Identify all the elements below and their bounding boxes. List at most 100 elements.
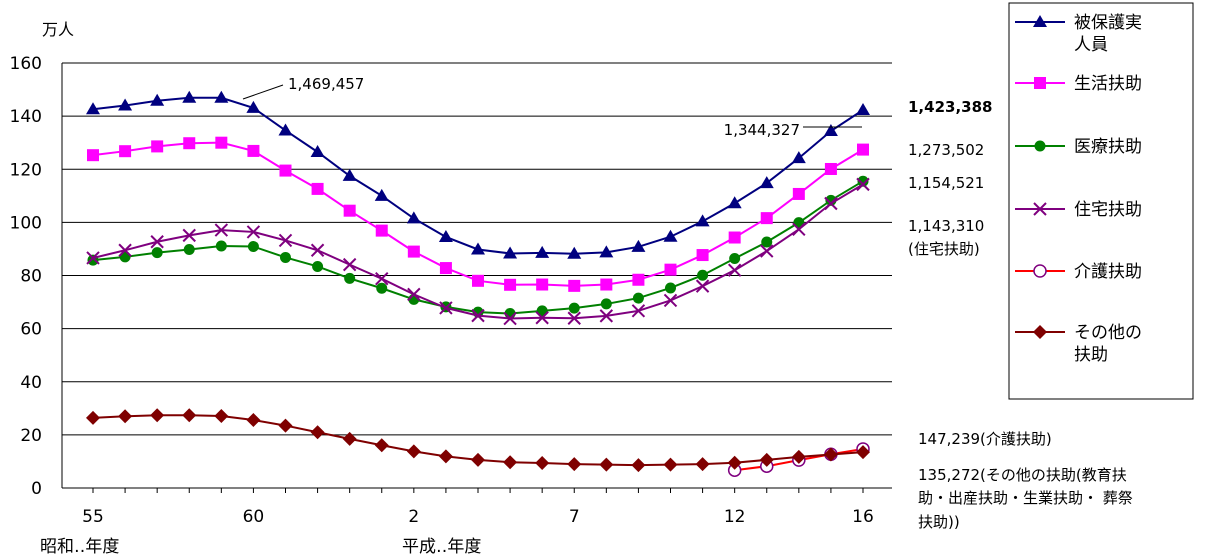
y-tick-label: 120: [10, 160, 42, 180]
data-point: [535, 456, 550, 471]
leader-line: [242, 84, 284, 100]
data-point: [761, 236, 773, 248]
data-point: [536, 278, 549, 291]
data-point: [439, 262, 452, 275]
data-point: [375, 271, 389, 286]
data-point: [632, 273, 645, 286]
legend-item: 介護扶助: [1015, 262, 1142, 282]
data-point: [407, 245, 420, 258]
y-tick-label: 0: [31, 479, 42, 499]
data-point: [471, 242, 485, 255]
data-point: [343, 204, 356, 217]
data-point: [695, 214, 710, 227]
data-point: [183, 137, 196, 150]
x-tick-label: 60: [243, 507, 265, 527]
series-3: [86, 177, 870, 326]
y-tick-label: 60: [20, 320, 42, 340]
legend-label: 生活扶助: [1074, 74, 1142, 94]
legend-label: 人員: [1074, 35, 1108, 55]
data-point: [407, 287, 421, 302]
grid: [62, 62, 892, 436]
data-point: [503, 455, 518, 470]
data-point: [567, 311, 581, 325]
data-point: [857, 143, 869, 156]
legend-label: 介護扶助: [1074, 262, 1142, 282]
data-point: [696, 249, 709, 262]
annotation-label: 1,154,521: [908, 174, 984, 192]
data-point: [599, 457, 614, 472]
legend-label: 医療扶助: [1074, 137, 1142, 157]
y-tick-labels: 0 20 40 60 80 100 120 140 160: [10, 54, 42, 499]
annotation-label: 1,143,310: [908, 217, 984, 235]
data-point: [665, 282, 676, 294]
x-tick-label: 2: [408, 507, 419, 527]
data-point: [504, 278, 517, 291]
y-tick-label: 20: [20, 426, 42, 446]
data-point: [727, 263, 742, 277]
data-point: [695, 457, 710, 472]
data-point: [151, 247, 163, 259]
x-tick-labels: 55 60 2 7 12 16: [82, 507, 874, 527]
data-point: [438, 229, 453, 242]
data-point: [599, 245, 614, 258]
data-point: [311, 182, 324, 195]
data-point: [119, 145, 132, 158]
data-point: [791, 449, 806, 464]
data-point: [86, 410, 100, 425]
data-point: [472, 274, 484, 287]
series-1: [87, 136, 869, 292]
y-tick-label: 140: [10, 107, 42, 127]
data-point: [151, 140, 164, 153]
data-point: [246, 413, 261, 427]
data-point: [792, 222, 806, 236]
x-tick-label: 16: [852, 507, 874, 527]
data-point: [376, 282, 388, 294]
data-point: [663, 229, 678, 242]
data-point: [344, 272, 356, 284]
data-point: [247, 241, 259, 253]
data-point: [86, 251, 100, 265]
data-point: [856, 103, 870, 116]
data-point: [438, 449, 453, 464]
data-point: [214, 409, 229, 424]
x-tick-label: 12: [724, 507, 746, 527]
data-point: [697, 269, 709, 281]
legend-label: 住宅扶助: [1074, 200, 1142, 220]
annotation-label: 135,272(その他の扶助(教育扶: [918, 466, 1127, 484]
data-point: [567, 457, 582, 472]
data-point: [631, 458, 646, 473]
data-point: [503, 311, 517, 326]
data-point: [342, 257, 357, 272]
data-point: [1033, 264, 1047, 278]
legend-label: その他の: [1074, 323, 1142, 343]
data-point: [214, 90, 229, 103]
data-point: [150, 235, 164, 249]
data-point: [631, 239, 646, 252]
data-point: [568, 279, 581, 292]
data-point: [118, 409, 133, 424]
data-point: [246, 100, 261, 113]
data-point: [182, 408, 197, 423]
data-point: [695, 279, 710, 293]
series-0: [86, 90, 870, 259]
data-point: [1034, 77, 1046, 89]
annotation-label: 1,423,388: [908, 98, 992, 116]
data-point: [728, 231, 741, 244]
legend-label: 扶助: [1074, 345, 1108, 365]
y-tick-label: 160: [10, 54, 42, 74]
data-point: [663, 293, 678, 308]
data-point: [278, 418, 293, 433]
data-point: [503, 246, 518, 259]
data-point: [150, 408, 165, 423]
annotations: 1,469,457 1,344,327 1,423,388 1,273,502 1,15…: [242, 75, 1133, 531]
data-point: [310, 425, 325, 440]
data-point: [247, 144, 260, 157]
annotation-label: 1,273,502: [908, 141, 984, 159]
data-point: [279, 164, 292, 177]
data-point: [374, 438, 389, 453]
data-point: [215, 240, 227, 252]
data-point: [791, 151, 806, 164]
